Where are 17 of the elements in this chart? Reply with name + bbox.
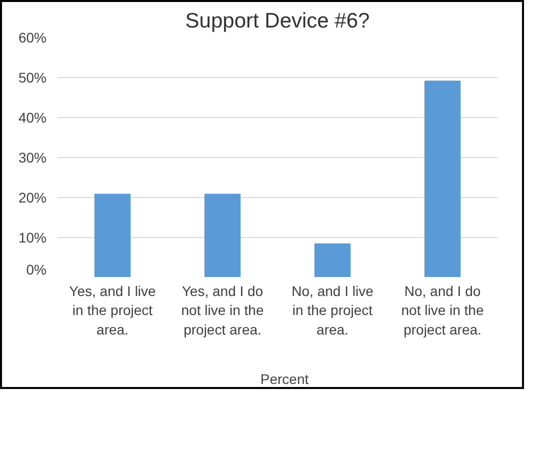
x-tick-label: No, and I live in the project area. bbox=[292, 283, 374, 338]
bar bbox=[424, 80, 461, 277]
y-tick-label: 20% bbox=[18, 190, 47, 206]
y-tick-label: 30% bbox=[18, 150, 47, 166]
y-tick-label: 60% bbox=[18, 30, 47, 46]
chart-title: Support Device #6? bbox=[185, 10, 370, 32]
x-tick-label: No, and I do not live in the project area. bbox=[401, 283, 484, 338]
y-tick-label: 50% bbox=[18, 70, 47, 86]
bar bbox=[94, 194, 131, 277]
bar bbox=[204, 194, 241, 277]
y-tick-label: 40% bbox=[18, 110, 47, 126]
bar bbox=[314, 243, 351, 277]
x-tick-label: Yes, and I do not live in the project area. bbox=[181, 283, 264, 338]
y-tick-label: 0% bbox=[26, 262, 46, 278]
x-tick-label: Yes, and I live in the project area. bbox=[69, 283, 156, 338]
text: Percent bbox=[260, 371, 309, 387]
y-tick-label: 10% bbox=[18, 230, 47, 246]
